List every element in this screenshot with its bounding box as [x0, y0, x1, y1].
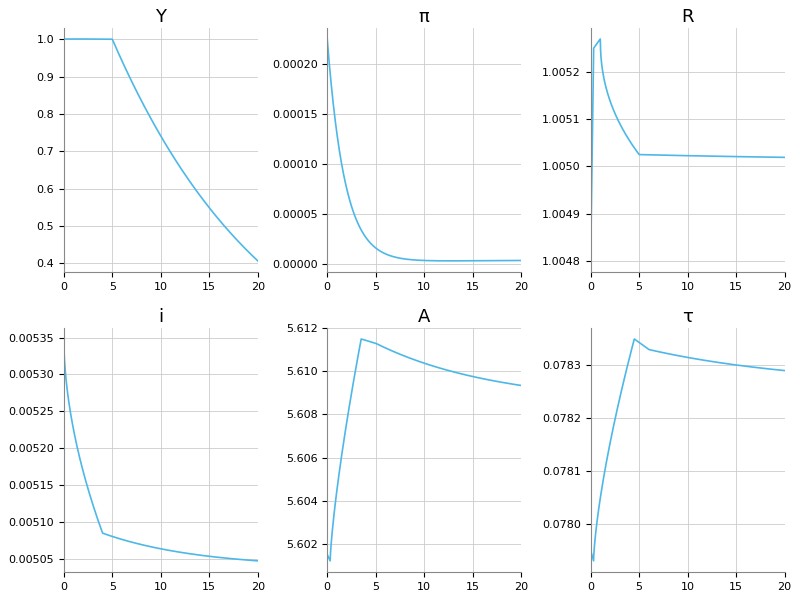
- Title: R: R: [682, 8, 694, 26]
- Title: Y: Y: [155, 8, 166, 26]
- Title: π: π: [419, 8, 430, 26]
- Title: A: A: [418, 308, 430, 326]
- Title: i: i: [158, 308, 163, 326]
- Title: τ: τ: [682, 308, 693, 326]
